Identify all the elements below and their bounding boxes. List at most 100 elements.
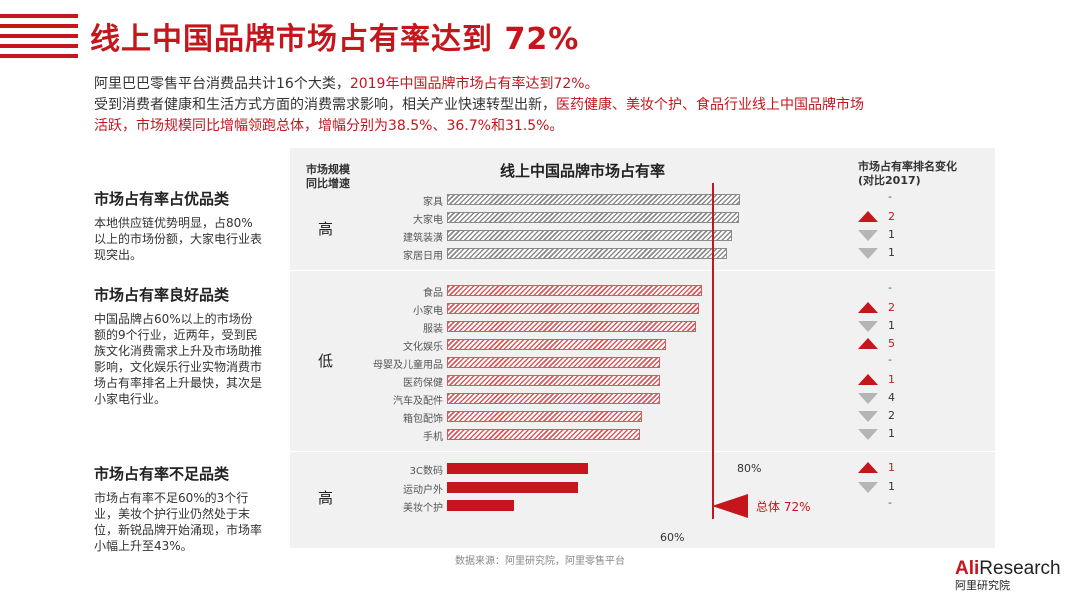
intro-line2-red: 医药健康、美妆个护、食品行业线上中国品牌市场 <box>556 97 864 113</box>
rank-change-value: 1 <box>888 319 895 332</box>
intro-line3-plain: 市场规模同比增幅领跑总体，增幅分别为38.5%、36.7%和31.5%。 <box>136 118 564 134</box>
rank-up-icon <box>858 462 878 473</box>
rank-change: 1 <box>858 480 918 494</box>
bar <box>447 463 589 474</box>
group-divider <box>290 270 995 271</box>
rank-change: 2 <box>858 301 918 315</box>
category-label: 3C数码 <box>409 466 443 477</box>
rank-change: 1 <box>858 246 918 260</box>
rank-column-header: 市场占有率排名变化 (对比2017) <box>858 160 957 187</box>
chart-title: 线上中国品牌市场占有率 <box>500 162 666 180</box>
bar <box>447 393 661 404</box>
rank-down-icon <box>858 411 878 422</box>
total-reference-line <box>712 183 714 519</box>
decorative-stripes <box>0 14 78 62</box>
rank-up-icon <box>858 211 878 222</box>
bar <box>447 357 661 368</box>
rank-change-value: 2 <box>888 301 895 314</box>
bar <box>447 411 643 422</box>
bar <box>447 303 699 314</box>
rank-down-icon <box>858 429 878 440</box>
bar <box>447 194 741 205</box>
category-label: 医药保健 <box>403 378 443 389</box>
rank-change-value: 1 <box>888 373 895 386</box>
rank-change: - <box>858 353 918 369</box>
rank-change: 1 <box>858 373 918 387</box>
bar <box>447 248 728 259</box>
rank-down-icon <box>858 248 878 259</box>
bar <box>447 230 733 241</box>
bar <box>447 375 661 386</box>
category-label: 服装 <box>423 324 443 335</box>
rank-change-value: - <box>888 190 892 203</box>
rank-change-value: 1 <box>888 427 895 440</box>
bar <box>447 429 640 440</box>
total-pointer-icon <box>712 494 748 518</box>
intro-line3-red: 活跃， <box>94 118 136 134</box>
category-label: 小家电 <box>413 306 443 317</box>
rank-change: - <box>858 496 918 512</box>
rank-down-icon <box>858 482 878 493</box>
source-note: 数据来源：阿里研究院，阿里零售平台 <box>455 556 625 567</box>
intro-line1-plain: 阿里巴巴零售平台消费品共计16个大类， <box>94 76 350 92</box>
rank-change-value: - <box>888 353 892 366</box>
rank-change-value: 2 <box>888 409 895 422</box>
intro-line2-plain: 受到消费者健康和生活方式方面的消费需求影响，相关产业快速转型出新， <box>94 97 556 113</box>
rank-change: 2 <box>858 409 918 423</box>
rank-change-value: 4 <box>888 391 895 404</box>
rank-change: 4 <box>858 391 918 405</box>
bar <box>447 212 740 223</box>
growth-value: 高 <box>318 220 334 238</box>
category-label: 运动户外 <box>403 485 443 496</box>
aliresearch-logo: AliResearch 阿里研究院 <box>955 558 1061 592</box>
rank-up-icon <box>858 338 878 349</box>
rank-change: 2 <box>858 210 918 224</box>
group-description: 市场占有率不足60%的3个行业，美妆个护行业仍然处于末位，新锐品牌开始涌现，市场… <box>94 491 263 553</box>
group-good: 市场占有率良好品类 中国品牌占60%以上的市场份额的9个行业，近两年，受到民族文… <box>94 284 264 407</box>
rank-change: 1 <box>858 228 918 242</box>
category-label: 家具 <box>423 197 443 208</box>
rank-change-value: 1 <box>888 246 895 259</box>
category-label: 建筑装潢 <box>403 233 443 244</box>
group-divider <box>290 451 995 452</box>
growth-value: 高 <box>318 489 334 507</box>
category-label: 手机 <box>423 432 443 443</box>
rank-change: 1 <box>858 319 918 333</box>
bar <box>447 500 514 511</box>
category-label: 箱包配饰 <box>403 414 443 425</box>
rank-change-value: 5 <box>888 337 895 350</box>
rank-change: - <box>858 281 918 297</box>
rank-down-icon <box>858 321 878 332</box>
growth-value: 低 <box>318 352 334 370</box>
rank-change-value: - <box>888 496 892 509</box>
rank-change-value: 1 <box>888 480 895 493</box>
ref-label-80: 80% <box>737 462 762 475</box>
group-description: 中国品牌占60%以上的市场份额的9个行业，近两年，受到民族文化消费需求上升及市场… <box>94 312 263 406</box>
rank-up-icon <box>858 302 878 313</box>
bar <box>447 321 697 332</box>
rank-change-value: 1 <box>888 461 895 474</box>
category-label: 美妆个护 <box>403 503 443 514</box>
bar <box>447 482 579 493</box>
group-heading: 市场占有率良好品类 <box>94 286 230 304</box>
group-heading: 市场占有率不足品类 <box>94 465 230 483</box>
group-description: 本地供应链优势明显，占80%以上的市场份额，大家电行业表现突出。 <box>94 216 263 262</box>
ref-label-60: 60% <box>660 531 685 544</box>
rank-change: 1 <box>858 461 918 475</box>
rank-change-value: 1 <box>888 228 895 241</box>
growth-column-header: 市场规模同比增速 <box>306 163 350 190</box>
rank-change: 1 <box>858 427 918 441</box>
group-heading: 市场占有率占优品类 <box>94 190 230 208</box>
bar <box>447 285 702 296</box>
intro-line1-red: 2019年中国品牌市场占有率达到72%。 <box>349 76 599 92</box>
category-label: 母婴及儿童用品 <box>373 360 443 371</box>
rank-up-icon <box>858 374 878 385</box>
bar <box>447 339 666 350</box>
rank-down-icon <box>858 393 878 404</box>
group-dominant: 市场占有率占优品类 本地供应链优势明显，占80%以上的市场份额，大家电行业表现突… <box>94 188 264 263</box>
category-label: 大家电 <box>413 215 443 226</box>
rank-change-value: - <box>888 281 892 294</box>
rank-change: 5 <box>858 337 918 351</box>
category-label: 家居日用 <box>403 251 443 262</box>
rank-down-icon <box>858 230 878 241</box>
